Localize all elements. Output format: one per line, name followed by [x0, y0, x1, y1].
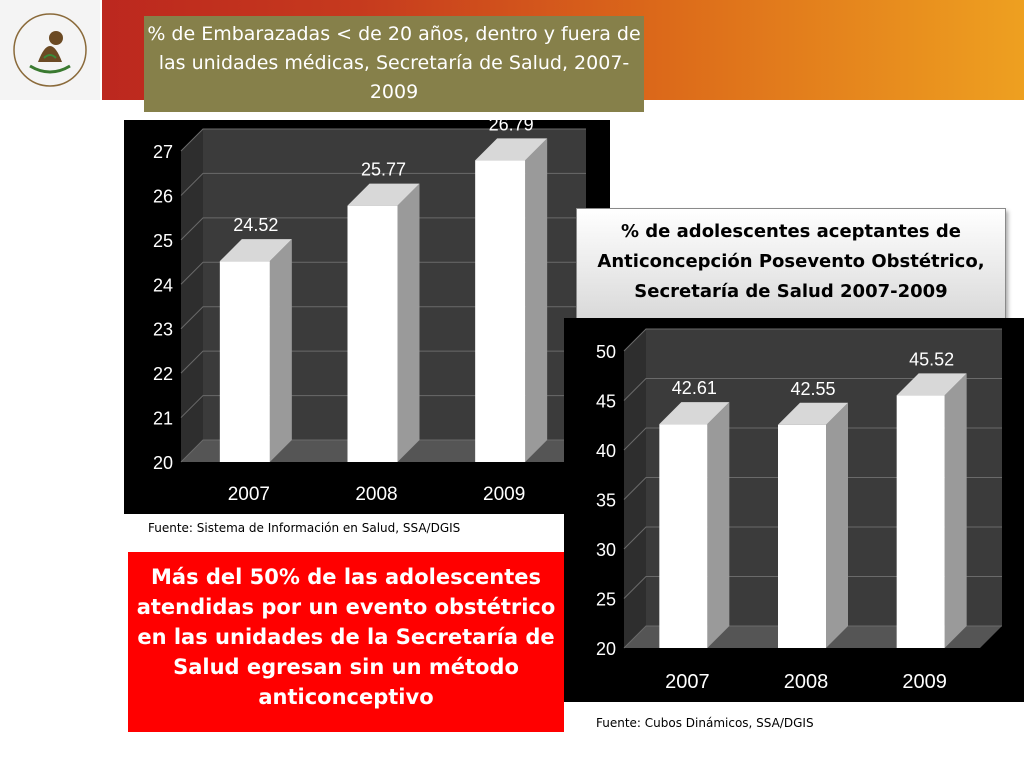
bar-side — [944, 373, 967, 648]
y-tick-label: 25 — [596, 590, 616, 610]
bar — [475, 160, 526, 462]
bar-side — [525, 138, 548, 462]
bar-top — [347, 183, 420, 206]
gridline — [180, 261, 586, 285]
gridline — [180, 128, 586, 152]
data-label: 26.79 — [489, 120, 534, 134]
highlight-callout: Más del 50% de las adolescentes atendida… — [128, 552, 564, 732]
source-note-1: Fuente: Sistema de Información en Salud,… — [148, 521, 461, 535]
x-tick-label: 2007 — [665, 671, 710, 693]
y-tick-label: 25 — [153, 231, 173, 251]
x-tick-label: 2008 — [784, 671, 829, 693]
data-label: 25.77 — [361, 160, 406, 180]
y-tick-label: 45 — [596, 392, 616, 412]
chart-title-contraception: % de adolescentes aceptantes de Anticonc… — [576, 208, 1006, 320]
y-tick-label: 20 — [153, 453, 173, 473]
bar-top — [896, 373, 967, 396]
bar — [778, 424, 826, 648]
bar-side — [269, 239, 292, 462]
x-tick-label: 2007 — [228, 484, 270, 505]
y-tick-label: 20 — [596, 639, 616, 659]
y-tick-label: 26 — [153, 186, 173, 206]
y-tick-label: 21 — [153, 409, 173, 429]
y-tick-label: 24 — [153, 275, 173, 295]
gridline — [623, 427, 1002, 451]
bar-top — [659, 402, 730, 425]
coat-of-arms-icon — [13, 13, 87, 87]
x-tick-label: 2009 — [483, 484, 525, 505]
gridline — [623, 328, 1002, 352]
gridline — [623, 477, 1002, 500]
chart-title-pregnancies: % de Embarazadas < de 20 años, dentro y … — [144, 16, 644, 112]
data-label: 24.52 — [233, 215, 278, 235]
plot-side-wall — [181, 129, 203, 462]
gridline — [180, 395, 586, 418]
y-tick-label: 22 — [153, 364, 173, 384]
gridline — [180, 217, 586, 241]
y-tick-label: 27 — [153, 142, 173, 162]
bar-side — [826, 402, 848, 648]
gridline — [623, 625, 1002, 649]
y-tick-label: 35 — [596, 491, 616, 511]
gridline — [180, 439, 586, 463]
bar — [347, 205, 398, 462]
bar — [896, 395, 945, 648]
bar-side — [707, 402, 730, 648]
data-label: 42.61 — [672, 378, 717, 398]
bar-top — [778, 402, 848, 425]
bar-top — [475, 138, 548, 161]
source-note-2: Fuente: Cubos Dinámicos, SSA/DGIS — [596, 716, 814, 730]
contraception-bar-chart: 20 25 30 35 40 45 50 42.61 2007 42.55 2008 45.52 200… — [564, 318, 1024, 702]
gridline — [623, 526, 1002, 550]
data-label: 45.52 — [909, 349, 954, 369]
y-tick-label: 23 — [153, 320, 173, 340]
gridline — [180, 306, 586, 330]
gridline — [623, 378, 1002, 401]
gridline — [180, 350, 586, 374]
pregnancies-bar-chart: 20 21 22 23 24 25 26 27 24.52 2007 25.77 2008 26.79 2… — [124, 120, 610, 514]
x-tick-label: 2009 — [902, 671, 947, 693]
x-tick-label: 2008 — [355, 484, 397, 505]
data-label: 42.55 — [790, 379, 835, 399]
y-tick-label: 40 — [596, 441, 616, 461]
gridline — [623, 576, 1002, 599]
bar-top — [219, 239, 292, 262]
bar — [219, 261, 270, 462]
bar-side — [397, 183, 420, 462]
logo-container — [0, 0, 102, 100]
gridline — [180, 172, 586, 196]
bar — [659, 424, 708, 648]
y-tick-label: 30 — [596, 540, 616, 560]
y-tick-label: 50 — [596, 342, 616, 362]
